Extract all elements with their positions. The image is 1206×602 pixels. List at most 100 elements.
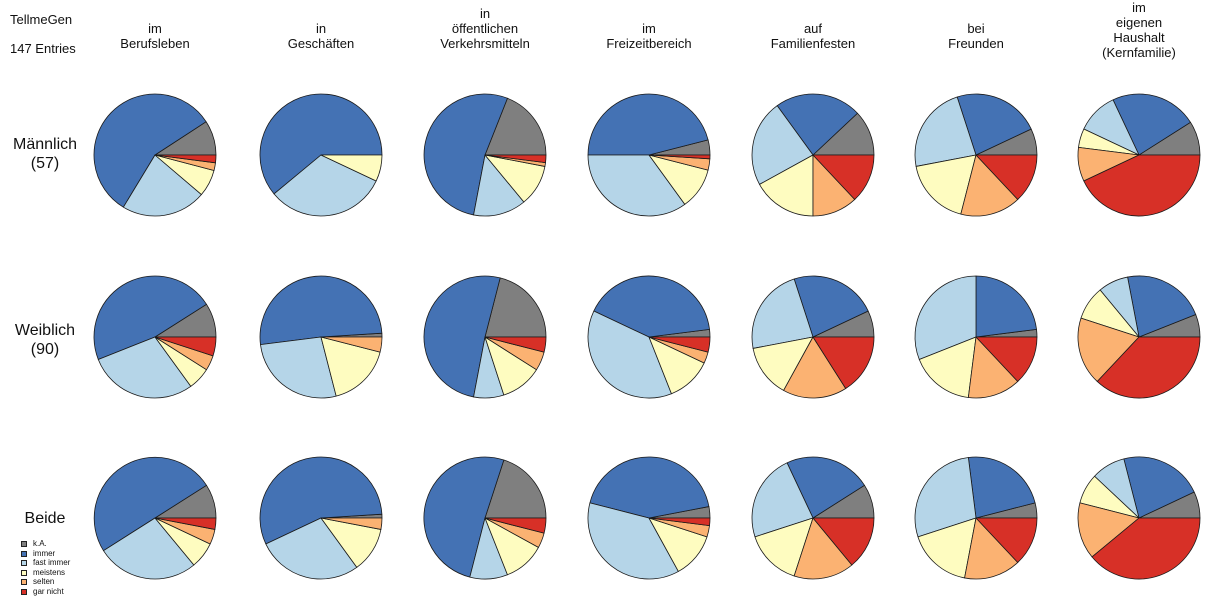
column-header-verkehrsmittel: in öffentlichen Verkehrsmitteln [440, 6, 530, 51]
pie-slice-gar-nicht [975, 336, 1038, 382]
pie-slice-immer [423, 275, 501, 398]
legend-swatch-gar-nicht [21, 588, 27, 595]
pie-slice-immer [423, 456, 505, 578]
pie-r2-c6 [914, 275, 1038, 399]
pie-slice-gar-nicht [812, 517, 875, 566]
pie-slice-gar-nicht [648, 154, 711, 160]
legend-swatch-immer [21, 550, 27, 557]
pie-slice-immer [956, 93, 1032, 156]
pie-slice-meistens [915, 154, 977, 215]
pie-slice-meistens [759, 154, 814, 217]
pie-r3-c4 [587, 456, 711, 580]
pie-slice-selten [964, 517, 1019, 580]
legend-label-gar-nicht: gar nicht [33, 586, 64, 596]
row-label-weiblich: Weiblich (90) [14, 322, 76, 358]
pie-slice-selten [320, 517, 383, 530]
pie-slice-fast-immer [751, 278, 814, 349]
pie-slice-gar-nicht [812, 336, 875, 389]
pie-slice-fast-immer [265, 517, 358, 580]
pie-slice-fast-immer [751, 105, 814, 185]
pie-slice-fast-immer [914, 275, 977, 360]
pie-slice-immer [776, 93, 858, 156]
pie-slice-meistens [320, 336, 381, 397]
pie-slice-immer [259, 456, 383, 545]
pie-slice-immer [1127, 275, 1197, 338]
pie-r2-c2 [259, 275, 383, 399]
pie-slice-fast-immer [587, 154, 686, 217]
pie-slice-gar-nicht [975, 154, 1038, 200]
legend-label-meistens: meistens [33, 567, 66, 577]
pie-slice-immer [423, 93, 508, 216]
row-label-beide: Beide [24, 510, 66, 527]
column-header-geschaeften: in Geschäften [287, 21, 355, 51]
legend-swatch-selten [21, 579, 27, 586]
pie-slice-immer [1112, 93, 1191, 156]
pie-slice-gar-nicht [1091, 517, 1201, 580]
column-header-freunde: bei Freunden [948, 21, 1004, 51]
pie-slice-ka [484, 97, 547, 156]
pie-slice-gar-nicht [975, 517, 1038, 563]
pie-r3-c7 [1077, 456, 1201, 580]
legend-label-immer: immer [33, 548, 56, 558]
pie-slice-ka [484, 277, 547, 338]
pie-r1-c7 [1077, 93, 1201, 217]
pie-slice-immer [587, 93, 709, 156]
pie-r1-c6 [914, 93, 1038, 217]
source-label: TellmeGen [10, 12, 73, 27]
pie-slice-gar-nicht [154, 336, 217, 357]
entries-label: 147 Entries [10, 41, 76, 56]
row-label-maennlich: Männlich (57) [12, 136, 78, 172]
column-header-haushalt: im eigenen Haushalt (Kernfamilie) [1102, 0, 1176, 60]
pie-slice-meistens [918, 336, 977, 398]
pie-r1-c5 [751, 93, 875, 217]
pie-slice-immer [1123, 456, 1195, 519]
pie-r1-c1 [93, 93, 217, 217]
pie-slice-immer [975, 275, 1037, 338]
pie-r3-c3 [423, 456, 547, 580]
pie-slice-immer [259, 275, 383, 346]
pie-slice-gar-nicht [1096, 336, 1201, 399]
pie-slice-fast-immer [103, 517, 195, 580]
pie-slice-gar-nicht [484, 517, 547, 534]
pie-slice-immer [93, 275, 207, 360]
pie-slice-immer [793, 275, 869, 338]
pie-slice-fast-immer [122, 154, 202, 217]
pie-slice-immer [786, 456, 865, 519]
pie-slice-ka [484, 459, 547, 519]
pie-slice-gar-nicht [484, 154, 547, 164]
pie-r2-c7 [1077, 275, 1201, 399]
pie-r2-c1 [93, 275, 217, 399]
pie-slice-selten [793, 517, 853, 580]
legend-swatch-ka [21, 541, 27, 547]
pie-r1-c3 [423, 93, 547, 217]
pie-slice-fast-immer [587, 502, 679, 580]
pie-slice-selten [1077, 502, 1140, 558]
pie-slice-gar-nicht [154, 154, 217, 164]
column-header-berufsleben: im Berufsleben [120, 21, 190, 51]
pie-slice-meistens [320, 154, 383, 182]
pie-slice-meistens [917, 517, 977, 579]
pie-r3-c6 [914, 456, 1038, 580]
pie-slice-fast-immer [473, 154, 525, 217]
pie-r2-c3 [423, 275, 547, 399]
pie-slice-fast-immer [97, 336, 192, 399]
pie-slice-selten [320, 336, 383, 353]
pie-slice-immer [593, 275, 710, 338]
pie-slice-gar-nicht [648, 336, 711, 353]
pie-r3-c5 [751, 456, 875, 580]
pie-r2-c5 [751, 275, 875, 399]
column-header-familienfeste: auf Familienfesten [770, 21, 856, 51]
pie-r3-c2 [259, 456, 383, 580]
pie-slice-selten [1077, 317, 1140, 382]
pie-slice-selten [783, 336, 847, 399]
pie-slice-gar-nicht [648, 517, 711, 527]
pie-slice-fast-immer [273, 154, 377, 217]
legend-label-fast-immer: fast immer [33, 558, 71, 568]
legend-label-ka: k.A. [33, 539, 47, 548]
pie-slice-immer [93, 93, 207, 208]
pie-slice-immer [589, 456, 710, 519]
legend-swatch-meistens [21, 569, 27, 576]
pie-slice-fast-immer [260, 336, 337, 399]
pie-slice-fast-immer [914, 457, 977, 538]
